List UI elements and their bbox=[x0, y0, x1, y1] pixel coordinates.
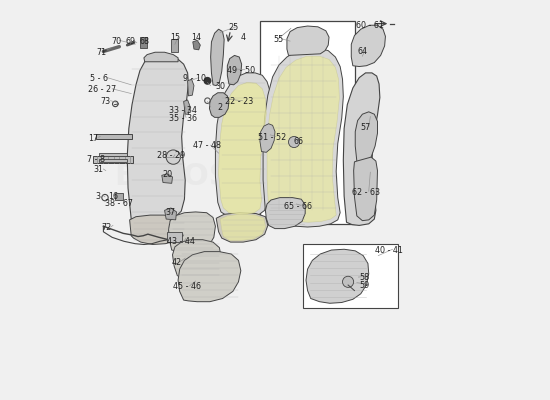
Polygon shape bbox=[267, 56, 339, 222]
Text: 38 - 67: 38 - 67 bbox=[105, 200, 133, 208]
Text: 70: 70 bbox=[111, 37, 121, 46]
Text: 62 - 63: 62 - 63 bbox=[351, 188, 379, 196]
FancyBboxPatch shape bbox=[167, 232, 183, 242]
FancyBboxPatch shape bbox=[96, 134, 132, 139]
Polygon shape bbox=[287, 26, 329, 56]
Text: 47 - 48: 47 - 48 bbox=[192, 142, 221, 150]
Polygon shape bbox=[260, 124, 275, 152]
Text: EUROSPARES: EUROSPARES bbox=[114, 162, 340, 191]
Polygon shape bbox=[130, 215, 187, 244]
Text: 42: 42 bbox=[172, 258, 182, 267]
Text: 71: 71 bbox=[96, 48, 106, 57]
Text: 60 - 61: 60 - 61 bbox=[356, 21, 384, 30]
Polygon shape bbox=[266, 198, 305, 228]
FancyBboxPatch shape bbox=[303, 244, 398, 308]
Text: 2: 2 bbox=[218, 103, 223, 112]
Polygon shape bbox=[306, 249, 368, 303]
Polygon shape bbox=[162, 174, 173, 183]
Polygon shape bbox=[173, 240, 221, 281]
Text: 17: 17 bbox=[88, 134, 98, 142]
Text: 37: 37 bbox=[166, 208, 176, 217]
Polygon shape bbox=[216, 73, 271, 218]
Text: 26 - 27: 26 - 27 bbox=[88, 85, 117, 94]
Text: 28 - 29: 28 - 29 bbox=[157, 151, 185, 160]
Circle shape bbox=[204, 77, 211, 85]
Polygon shape bbox=[355, 112, 377, 163]
Text: 3: 3 bbox=[96, 192, 101, 200]
Polygon shape bbox=[220, 214, 266, 240]
Text: 14: 14 bbox=[191, 34, 201, 42]
Polygon shape bbox=[343, 73, 380, 226]
Text: 69: 69 bbox=[125, 37, 135, 46]
Text: a passion for perfection: a passion for perfection bbox=[153, 217, 301, 230]
Circle shape bbox=[289, 136, 300, 148]
Text: 22 - 23: 22 - 23 bbox=[225, 97, 254, 106]
Text: 4: 4 bbox=[241, 34, 246, 42]
FancyBboxPatch shape bbox=[260, 21, 355, 224]
FancyBboxPatch shape bbox=[93, 156, 133, 163]
Polygon shape bbox=[216, 213, 268, 242]
Polygon shape bbox=[354, 157, 377, 221]
Polygon shape bbox=[351, 25, 386, 66]
Polygon shape bbox=[210, 93, 229, 117]
Polygon shape bbox=[178, 252, 241, 302]
Text: 40 - 41: 40 - 41 bbox=[376, 246, 403, 254]
Polygon shape bbox=[168, 212, 216, 252]
Text: 65 - 66: 65 - 66 bbox=[284, 202, 312, 211]
FancyBboxPatch shape bbox=[172, 39, 178, 52]
Polygon shape bbox=[218, 82, 266, 214]
Text: 72: 72 bbox=[101, 223, 111, 232]
Text: 58: 58 bbox=[360, 272, 370, 282]
Text: 43 - 44: 43 - 44 bbox=[167, 237, 194, 246]
Text: 68: 68 bbox=[140, 37, 150, 46]
Text: 66: 66 bbox=[293, 137, 303, 146]
Text: 5 - 6: 5 - 6 bbox=[90, 74, 108, 83]
Polygon shape bbox=[211, 29, 224, 86]
Polygon shape bbox=[127, 56, 189, 222]
Text: 15: 15 bbox=[170, 34, 180, 42]
Text: 73: 73 bbox=[100, 97, 110, 106]
Text: 9 - 10: 9 - 10 bbox=[183, 74, 206, 83]
Polygon shape bbox=[144, 52, 178, 62]
Polygon shape bbox=[263, 48, 343, 227]
FancyBboxPatch shape bbox=[100, 159, 127, 162]
Text: 7 - 8: 7 - 8 bbox=[87, 155, 105, 164]
Circle shape bbox=[343, 276, 354, 287]
Polygon shape bbox=[193, 40, 200, 50]
Polygon shape bbox=[164, 208, 177, 220]
Text: 51 - 52: 51 - 52 bbox=[258, 133, 287, 142]
Text: 31: 31 bbox=[94, 165, 103, 174]
Polygon shape bbox=[184, 100, 190, 114]
Text: 59: 59 bbox=[360, 280, 370, 290]
FancyBboxPatch shape bbox=[115, 193, 123, 200]
FancyBboxPatch shape bbox=[100, 153, 127, 156]
Text: 33 - 34: 33 - 34 bbox=[169, 106, 197, 115]
Text: 57: 57 bbox=[360, 123, 371, 132]
Text: 30: 30 bbox=[215, 82, 225, 91]
Polygon shape bbox=[227, 56, 241, 85]
Text: 35 - 36: 35 - 36 bbox=[169, 114, 197, 123]
Text: 64: 64 bbox=[358, 47, 367, 56]
Polygon shape bbox=[188, 79, 194, 96]
Text: 55: 55 bbox=[274, 35, 284, 44]
Text: 49 - 50: 49 - 50 bbox=[227, 66, 255, 75]
FancyBboxPatch shape bbox=[140, 37, 147, 48]
Circle shape bbox=[166, 150, 180, 164]
Text: 45 - 46: 45 - 46 bbox=[173, 282, 201, 291]
Text: 25: 25 bbox=[228, 23, 238, 32]
Text: 20: 20 bbox=[162, 170, 172, 179]
Text: 16: 16 bbox=[108, 192, 118, 200]
